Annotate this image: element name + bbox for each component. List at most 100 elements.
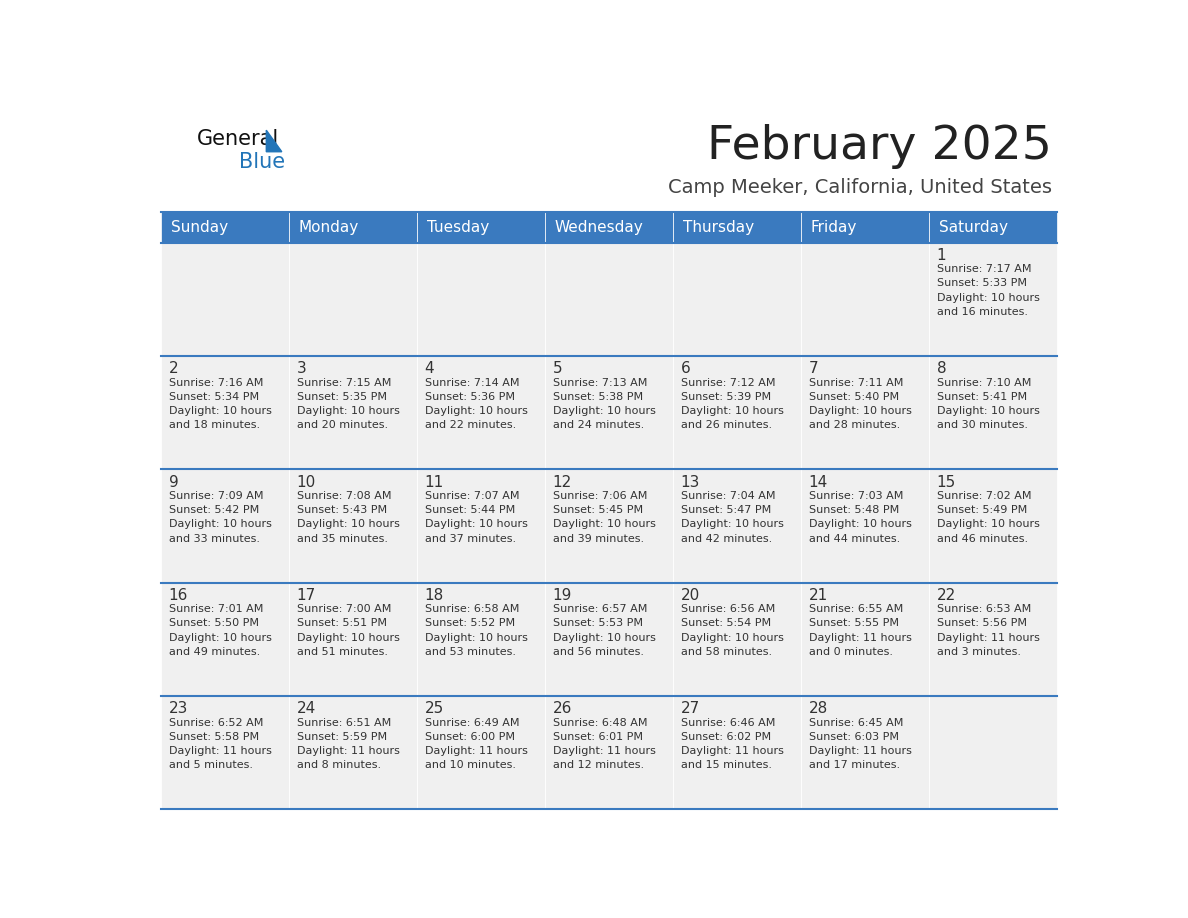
Text: Sunrise: 7:08 AM: Sunrise: 7:08 AM	[297, 491, 391, 501]
Text: Daylight: 10 hours: Daylight: 10 hours	[297, 406, 399, 416]
Bar	[417, 242, 545, 356]
Text: Sunrise: 7:04 AM: Sunrise: 7:04 AM	[681, 491, 775, 501]
Text: Sunrise: 6:45 AM: Sunrise: 6:45 AM	[809, 718, 903, 728]
Text: Sunset: 5:34 PM: Sunset: 5:34 PM	[169, 392, 259, 402]
Text: 15: 15	[936, 475, 956, 489]
Text: Sunrise: 7:17 AM: Sunrise: 7:17 AM	[936, 264, 1031, 274]
Text: Daylight: 10 hours: Daylight: 10 hours	[169, 633, 272, 643]
Bar	[801, 242, 929, 356]
Bar	[929, 469, 1057, 583]
Text: Sunset: 6:02 PM: Sunset: 6:02 PM	[681, 732, 771, 742]
Bar	[160, 583, 289, 696]
Text: Sunset: 6:00 PM: Sunset: 6:00 PM	[424, 732, 514, 742]
Text: and 49 minutes.: and 49 minutes.	[169, 647, 260, 657]
Text: Daylight: 10 hours: Daylight: 10 hours	[169, 406, 272, 416]
Bar	[289, 212, 417, 242]
Text: Sunrise: 7:16 AM: Sunrise: 7:16 AM	[169, 377, 263, 387]
Text: Saturday: Saturday	[939, 219, 1007, 235]
Text: 23: 23	[169, 701, 188, 716]
Text: 14: 14	[809, 475, 828, 489]
Text: Daylight: 11 hours: Daylight: 11 hours	[552, 746, 656, 756]
Text: 17: 17	[297, 588, 316, 603]
Bar	[801, 696, 929, 810]
Text: 11: 11	[424, 475, 444, 489]
Text: 12: 12	[552, 475, 571, 489]
Bar	[672, 583, 801, 696]
Text: 21: 21	[809, 588, 828, 603]
Text: Sunset: 5:52 PM: Sunset: 5:52 PM	[424, 619, 514, 629]
Bar	[289, 356, 417, 469]
Text: 3: 3	[297, 362, 307, 376]
Bar	[417, 583, 545, 696]
Text: and 58 minutes.: and 58 minutes.	[681, 647, 772, 657]
Bar	[801, 356, 929, 469]
Text: Daylight: 10 hours: Daylight: 10 hours	[297, 520, 399, 530]
Text: General: General	[196, 129, 279, 149]
Bar	[672, 356, 801, 469]
Text: Sunset: 5:39 PM: Sunset: 5:39 PM	[681, 392, 771, 402]
Text: Daylight: 11 hours: Daylight: 11 hours	[169, 746, 272, 756]
Text: 10: 10	[297, 475, 316, 489]
Text: 7: 7	[809, 362, 819, 376]
Text: 20: 20	[681, 588, 700, 603]
Text: Daylight: 11 hours: Daylight: 11 hours	[936, 633, 1040, 643]
Text: and 46 minutes.: and 46 minutes.	[936, 533, 1028, 543]
Bar	[545, 583, 672, 696]
Text: and 56 minutes.: and 56 minutes.	[552, 647, 644, 657]
Bar	[160, 212, 289, 242]
Text: and 51 minutes.: and 51 minutes.	[297, 647, 387, 657]
Text: and 22 minutes.: and 22 minutes.	[424, 420, 516, 431]
Text: Sunrise: 7:03 AM: Sunrise: 7:03 AM	[809, 491, 903, 501]
Bar	[929, 212, 1057, 242]
Text: and 44 minutes.: and 44 minutes.	[809, 533, 899, 543]
Text: and 5 minutes.: and 5 minutes.	[169, 760, 253, 770]
Text: Daylight: 10 hours: Daylight: 10 hours	[681, 520, 783, 530]
Bar	[417, 212, 545, 242]
Text: Sunset: 5:50 PM: Sunset: 5:50 PM	[169, 619, 259, 629]
Text: Sunrise: 7:07 AM: Sunrise: 7:07 AM	[424, 491, 519, 501]
Text: Daylight: 10 hours: Daylight: 10 hours	[424, 520, 527, 530]
Text: Daylight: 10 hours: Daylight: 10 hours	[169, 520, 272, 530]
Text: Sunrise: 7:11 AM: Sunrise: 7:11 AM	[809, 377, 903, 387]
Text: Daylight: 10 hours: Daylight: 10 hours	[552, 406, 656, 416]
Text: 18: 18	[424, 588, 444, 603]
Text: Sunset: 5:47 PM: Sunset: 5:47 PM	[681, 505, 771, 515]
Text: 13: 13	[681, 475, 700, 489]
Text: 27: 27	[681, 701, 700, 716]
Text: Daylight: 10 hours: Daylight: 10 hours	[936, 293, 1040, 303]
Text: Sunset: 5:54 PM: Sunset: 5:54 PM	[681, 619, 771, 629]
Text: and 37 minutes.: and 37 minutes.	[424, 533, 516, 543]
Text: Sunday: Sunday	[171, 219, 228, 235]
Text: and 3 minutes.: and 3 minutes.	[936, 647, 1020, 657]
Text: Sunset: 6:01 PM: Sunset: 6:01 PM	[552, 732, 643, 742]
Text: Sunset: 5:33 PM: Sunset: 5:33 PM	[936, 278, 1026, 288]
Bar	[545, 469, 672, 583]
Bar	[417, 356, 545, 469]
Text: Sunrise: 6:56 AM: Sunrise: 6:56 AM	[681, 604, 775, 614]
Text: Sunrise: 6:53 AM: Sunrise: 6:53 AM	[936, 604, 1031, 614]
Text: Sunrise: 6:57 AM: Sunrise: 6:57 AM	[552, 604, 647, 614]
Text: Daylight: 10 hours: Daylight: 10 hours	[936, 520, 1040, 530]
Text: and 18 minutes.: and 18 minutes.	[169, 420, 260, 431]
Text: Sunset: 5:56 PM: Sunset: 5:56 PM	[936, 619, 1026, 629]
Text: and 20 minutes.: and 20 minutes.	[297, 420, 387, 431]
Text: 8: 8	[936, 362, 946, 376]
Text: Daylight: 11 hours: Daylight: 11 hours	[809, 746, 911, 756]
Text: Sunrise: 7:10 AM: Sunrise: 7:10 AM	[936, 377, 1031, 387]
Text: Sunrise: 7:06 AM: Sunrise: 7:06 AM	[552, 491, 647, 501]
Text: Sunset: 5:35 PM: Sunset: 5:35 PM	[297, 392, 386, 402]
Bar	[545, 212, 672, 242]
Bar	[160, 696, 289, 810]
Text: 19: 19	[552, 588, 571, 603]
Text: and 10 minutes.: and 10 minutes.	[424, 760, 516, 770]
Text: Daylight: 10 hours: Daylight: 10 hours	[297, 633, 399, 643]
Text: 9: 9	[169, 475, 178, 489]
Text: Sunset: 5:44 PM: Sunset: 5:44 PM	[424, 505, 514, 515]
Bar	[929, 356, 1057, 469]
Bar	[417, 696, 545, 810]
Bar	[289, 242, 417, 356]
Text: Sunset: 5:58 PM: Sunset: 5:58 PM	[169, 732, 259, 742]
Text: and 28 minutes.: and 28 minutes.	[809, 420, 899, 431]
Text: Sunrise: 7:09 AM: Sunrise: 7:09 AM	[169, 491, 264, 501]
Text: Daylight: 11 hours: Daylight: 11 hours	[297, 746, 399, 756]
